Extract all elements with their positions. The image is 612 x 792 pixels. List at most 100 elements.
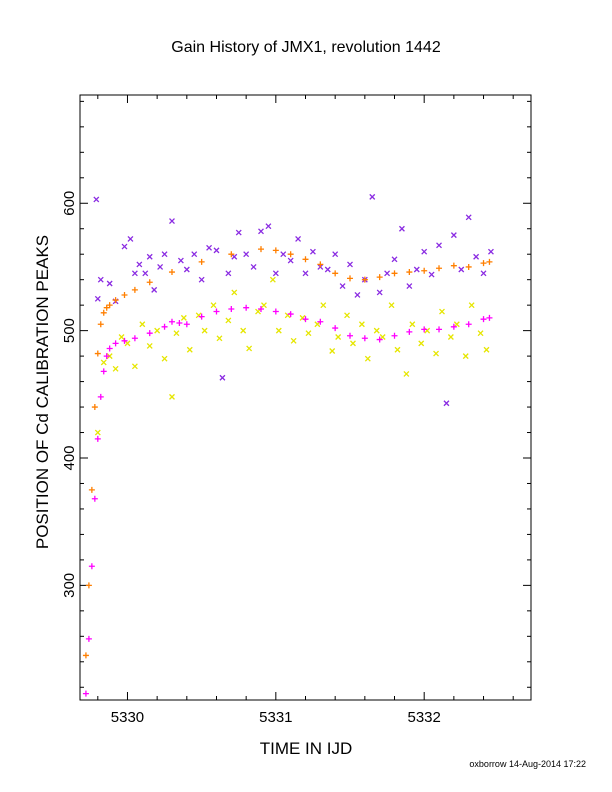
data-point: [265, 223, 272, 230]
data-point: [169, 218, 175, 225]
data-point: [269, 276, 276, 283]
data-point: [373, 327, 380, 334]
data-point: [339, 283, 346, 290]
data-point: [131, 363, 138, 370]
data-point: [275, 327, 282, 334]
data-point: [169, 393, 175, 400]
data-point: [421, 267, 428, 274]
data-point: [198, 258, 205, 265]
x-tick-labels: 5330 5331 5332: [111, 709, 441, 726]
data-point: [369, 193, 376, 200]
data-point: [235, 229, 242, 236]
data-point: [213, 247, 220, 254]
data-point: [483, 346, 490, 353]
data-point: [100, 309, 107, 316]
data-point: [468, 302, 475, 309]
data-point: [201, 327, 208, 334]
data-point: [216, 335, 223, 342]
data-point: [379, 334, 386, 340]
data-point: [183, 266, 190, 273]
series-1: [94, 276, 490, 436]
data-point: [486, 258, 493, 265]
data-point: [228, 251, 235, 258]
data-point: [317, 318, 324, 325]
data-point: [406, 283, 413, 290]
data-point: [100, 368, 107, 375]
data-point: [258, 228, 264, 235]
data-point: [243, 304, 250, 311]
data-point: [118, 334, 125, 340]
data-point: [261, 302, 267, 309]
data-point: [302, 270, 309, 277]
data-point: [136, 261, 143, 268]
data-point: [88, 486, 95, 493]
data-point: [376, 274, 383, 281]
data-point: [376, 289, 383, 296]
data-point: [361, 276, 368, 283]
y-tick-label-300: 300: [61, 573, 78, 598]
data-point: [191, 251, 198, 258]
data-point: [154, 327, 161, 334]
data-point: [409, 321, 416, 328]
data-point: [272, 308, 279, 315]
data-point: [94, 350, 101, 357]
data-point: [447, 334, 454, 340]
data-point: [146, 279, 153, 286]
data-point: [124, 340, 131, 347]
data-point: [335, 334, 342, 340]
data-point: [354, 292, 361, 298]
data-point: [332, 251, 339, 258]
data-point: [305, 330, 312, 337]
data-point: [151, 286, 158, 293]
data-point: [97, 276, 104, 283]
data-point: [272, 247, 279, 254]
data-point: [94, 435, 101, 442]
x-tick-label-5332: 5332: [407, 709, 440, 726]
data-point: [287, 251, 294, 258]
y-tick-label-500: 500: [61, 318, 78, 343]
y-axis-label: POSITION OF Cd CALIBRATION PEAKS: [33, 235, 52, 549]
data-point: [257, 246, 264, 253]
data-point: [91, 495, 98, 502]
data-point: [183, 321, 190, 328]
data-point: [450, 232, 457, 239]
data-point: [161, 323, 168, 330]
data-point: [391, 332, 398, 339]
data-point: [112, 340, 119, 347]
data-point: [436, 242, 442, 249]
data-point: [210, 302, 217, 309]
data-point: [146, 330, 153, 337]
data-point: [146, 253, 153, 260]
data-point: [127, 235, 134, 242]
data-point: [413, 266, 420, 273]
data-point: [458, 266, 465, 273]
data-point: [421, 248, 428, 255]
x-tick-label-5330: 5330: [111, 709, 144, 726]
data-point: [358, 321, 365, 328]
series-0: [93, 193, 494, 407]
data-point: [93, 196, 100, 203]
data-point: [391, 256, 398, 263]
data-point: [228, 305, 235, 312]
series-2: [82, 246, 493, 659]
data-point: [465, 263, 472, 270]
data-point: [121, 243, 128, 250]
data-point: [428, 271, 435, 278]
data-point: [436, 326, 443, 333]
data-point: [487, 248, 494, 255]
data-point: [157, 263, 164, 270]
data-point: [376, 336, 383, 343]
data-point: [302, 256, 309, 263]
data-point: [280, 251, 287, 258]
data-point: [465, 214, 472, 221]
x-tick-label-5331: 5331: [259, 709, 292, 726]
data-point: [231, 289, 238, 296]
data-point: [106, 280, 113, 287]
data-point: [106, 345, 113, 352]
data-point: [219, 374, 226, 381]
data-point: [406, 269, 413, 276]
data-point: [384, 270, 391, 277]
data-point: [433, 350, 440, 357]
data-point: [361, 335, 368, 342]
